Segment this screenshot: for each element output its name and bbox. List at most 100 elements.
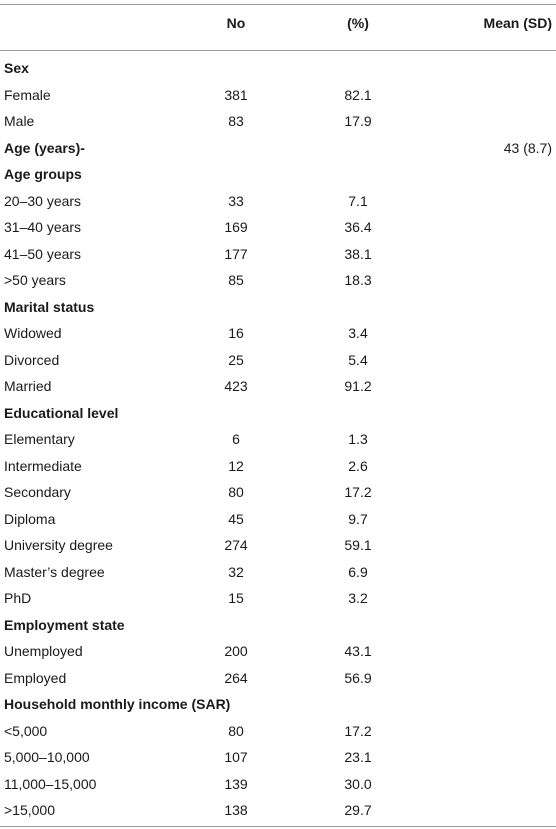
row-label: 31–40 years [4, 219, 82, 235]
row-no: 83 [228, 113, 244, 129]
row-label: 20–30 years [4, 192, 82, 209]
row-label: 11,000–15,000 [4, 775, 97, 792]
row-percent: 6.9 [348, 563, 368, 580]
row-label: Employed [4, 669, 67, 686]
row-percent: 59.1 [344, 537, 372, 553]
table-row: Married 423 91.2 [0, 373, 556, 399]
row-label: Divorced [4, 351, 60, 368]
header-percent: (%) [347, 15, 369, 31]
header-no: No [226, 15, 246, 31]
row-label: Female [4, 86, 51, 103]
row-percent: 1.3 [348, 431, 368, 447]
table-row: <5,000 80 17.2 [0, 718, 556, 744]
table-row: 11,000–15,000 139 30.0 [0, 771, 556, 797]
row-label: Marital status [4, 298, 95, 315]
table-row: Elementary 6 1.3 [0, 426, 556, 452]
row-percent: 82.1 [344, 86, 372, 103]
row-label: Married [4, 378, 52, 394]
row-no: 423 [224, 378, 248, 394]
row-label: Employment state [4, 616, 125, 633]
row-label: <5,000 [4, 722, 48, 739]
row-no: 6 [232, 431, 240, 447]
row-label: Diploma [4, 510, 56, 527]
table-row: University degree 274 59.1 [0, 532, 556, 558]
row-percent: 5.4 [348, 351, 368, 368]
table-row: Diploma 45 9.7 [0, 506, 556, 532]
table-header-row: No (%) Mean (SD) [0, 10, 556, 36]
row-no: 15 [228, 590, 244, 606]
row-no: 169 [224, 219, 248, 235]
row-no: 264 [224, 669, 248, 686]
section-row: Marital status [0, 294, 556, 320]
row-no: 45 [228, 510, 244, 527]
table-row: Widowed 16 3.4 [0, 320, 556, 346]
row-percent: 17.9 [344, 113, 372, 129]
row-no: 80 [228, 484, 244, 500]
table-row: 41–50 years 177 38.1 [0, 241, 556, 267]
top-rule [0, 4, 556, 5]
header-rule [0, 50, 556, 51]
row-percent: 17.2 [344, 722, 372, 739]
row-percent: 3.2 [348, 590, 368, 606]
row-no: 381 [224, 86, 248, 103]
row-label: Unemployed [4, 643, 83, 659]
row-no: 139 [224, 775, 248, 792]
row-percent: 23.1 [344, 749, 372, 765]
row-label: Master’s degree [4, 563, 105, 580]
row-label: Elementary [4, 431, 75, 447]
row-label: University degree [4, 537, 113, 553]
row-percent: 17.2 [344, 484, 372, 500]
table-row: PhD 15 3.2 [0, 585, 556, 611]
bottom-rule [0, 826, 556, 827]
row-no: 177 [224, 245, 248, 262]
row-no: 107 [224, 749, 248, 765]
table-row: Male 83 17.9 [0, 108, 556, 134]
section-row: Employment state [0, 612, 556, 638]
table-row: Female 381 82.1 [0, 82, 556, 108]
table-row: Intermediate 12 2.6 [0, 453, 556, 479]
table-row: Secondary 80 17.2 [0, 479, 556, 505]
row-label: Household monthly income (SAR) [4, 696, 231, 712]
row-no: 12 [228, 457, 244, 474]
row-label: Male [4, 113, 35, 129]
row-percent: 30.0 [344, 775, 372, 792]
row-no: 80 [228, 722, 244, 739]
row-percent: 38.1 [344, 245, 372, 262]
row-no: 32 [228, 563, 244, 580]
row-percent: 3.4 [348, 325, 368, 341]
row-no: 138 [224, 802, 248, 818]
row-percent: 91.2 [344, 378, 372, 394]
table-row: Divorced 25 5.4 [0, 347, 556, 373]
row-no: 33 [228, 192, 244, 209]
header-mean-sd: Mean (SD) [483, 15, 552, 31]
row-label: >50 years [4, 272, 66, 288]
table-row: 5,000–10,000 107 23.1 [0, 744, 556, 770]
row-percent: 2.6 [348, 457, 368, 474]
row-label: Secondary [4, 484, 71, 500]
section-row: Educational level [0, 400, 556, 426]
row-percent: 43.1 [344, 643, 372, 659]
row-percent: 29.7 [344, 802, 372, 818]
section-row: Sex [0, 55, 556, 81]
row-no: 25 [228, 351, 244, 368]
table-row: Unemployed 200 43.1 [0, 638, 556, 664]
table-row: 31–40 years 169 36.4 [0, 214, 556, 240]
section-row: Age groups [0, 161, 556, 187]
row-percent: 7.1 [348, 192, 368, 209]
table-row: >15,000 138 29.7 [0, 797, 556, 823]
row-percent: 56.9 [344, 669, 372, 686]
row-label: Age (years)- [4, 139, 85, 156]
table-row: >50 years 85 18.3 [0, 267, 556, 293]
row-label: Widowed [4, 325, 62, 341]
table-row: Employed 264 56.9 [0, 665, 556, 691]
row-no: 274 [224, 537, 248, 553]
row-percent: 18.3 [344, 272, 372, 288]
row-no: 16 [228, 325, 244, 341]
row-percent: 36.4 [344, 219, 372, 235]
row-percent: 9.7 [348, 510, 368, 527]
table-row: Master’s degree 32 6.9 [0, 559, 556, 585]
row-label: 5,000–10,000 [4, 749, 90, 765]
row-label: >15,000 [4, 802, 55, 818]
row-label: Intermediate [4, 457, 82, 474]
row-label: PhD [4, 590, 32, 606]
